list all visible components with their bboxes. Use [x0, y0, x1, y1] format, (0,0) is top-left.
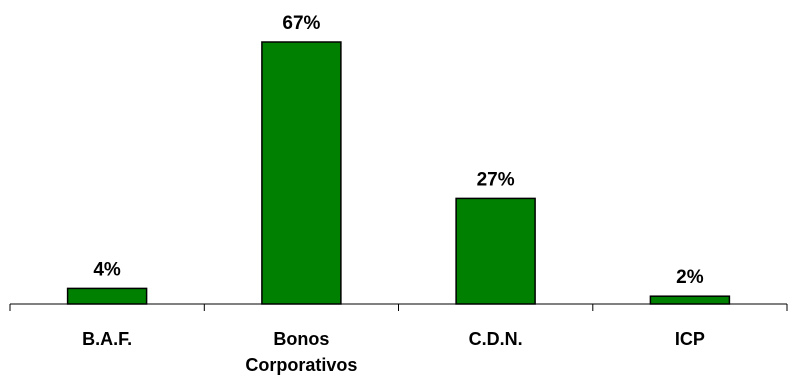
- category-label-2: Bonos Corporativos: [245, 329, 357, 375]
- bar-2: [261, 41, 342, 305]
- category-label-1: B.A.F.: [82, 329, 132, 349]
- data-label-1: 4%: [93, 259, 121, 280]
- data-label-2: 67%: [282, 13, 320, 34]
- category-label-line: ICP: [675, 329, 705, 349]
- x-axis: [9, 303, 788, 311]
- category-label-line: C.D.N.: [469, 329, 523, 349]
- category-label-4: ICP: [675, 329, 705, 349]
- bar-1: [66, 287, 148, 305]
- bar-3: [455, 197, 536, 305]
- category-label-3: C.D.N.: [469, 329, 523, 349]
- category-label-line: B.A.F.: [82, 329, 132, 349]
- data-label-3: 27%: [477, 169, 515, 190]
- data-labels: 4% 67% 27% 2%: [93, 13, 703, 288]
- category-labels: B.A.F. Bonos Corporativos C.D.N. ICP: [82, 329, 705, 375]
- bars: [66, 41, 731, 305]
- category-label-line: Bonos: [273, 329, 329, 349]
- bar-4: [649, 295, 731, 305]
- data-label-4: 2%: [676, 267, 704, 288]
- category-label-line: Corporativos: [245, 355, 357, 375]
